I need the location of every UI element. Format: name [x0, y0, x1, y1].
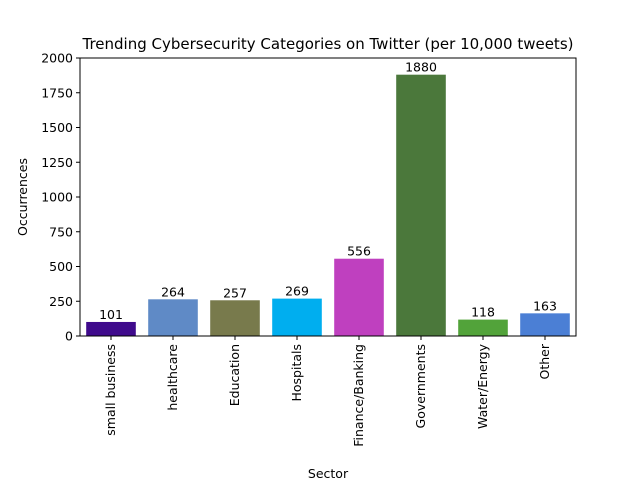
bar — [272, 298, 322, 336]
bar-value-label: 101 — [99, 307, 123, 322]
y-tick-label: 500 — [49, 259, 73, 274]
y-tick-label: 1000 — [41, 190, 73, 205]
x-tick-label: Hospitals — [289, 344, 304, 402]
x-axis-label: Sector — [308, 466, 349, 480]
x-tick-label: Other — [537, 343, 552, 379]
y-tick-label: 1500 — [41, 120, 73, 135]
x-tick-label: healthcare — [165, 344, 180, 411]
x-tick-label: Finance/Banking — [351, 344, 366, 447]
bar — [334, 258, 384, 336]
bar-value-label: 1880 — [405, 60, 437, 75]
x-tick-label: small business — [103, 344, 118, 436]
bar — [86, 321, 136, 336]
y-tick-label: 750 — [49, 224, 73, 239]
bar-value-label: 118 — [471, 305, 495, 320]
y-axis: 0 250 500 750 1000 1250 1500 1750 2000 — [41, 51, 80, 344]
bar — [520, 313, 570, 336]
bar — [396, 74, 446, 337]
x-axis: small business healthcare Education Hospita… — [103, 336, 552, 447]
y-axis-label: Occurrences — [15, 158, 30, 236]
bar-value-label: 264 — [161, 284, 185, 299]
x-tick-label: Education — [227, 344, 242, 406]
bar — [210, 300, 260, 336]
y-tick-label: 0 — [65, 329, 73, 344]
chart-title: Trending Cybersecurity Categories on Twi… — [81, 35, 573, 53]
y-tick-label: 1750 — [41, 85, 73, 100]
bar-value-label: 556 — [347, 244, 371, 259]
bar-value-label: 269 — [285, 284, 309, 299]
y-tick-label: 250 — [49, 294, 73, 309]
bar-value-label: 257 — [223, 285, 247, 300]
y-tick-label: 1250 — [41, 155, 73, 170]
x-tick-label: Water/Energy — [475, 343, 490, 429]
x-tick-label: Governments — [413, 344, 428, 428]
plot-frame — [79, 57, 577, 337]
bar — [458, 319, 508, 336]
bar-value-label: 163 — [533, 298, 557, 313]
bars: 101 264 257 269 556 1880 118 163 — [86, 60, 570, 337]
bar — [148, 299, 198, 336]
y-tick-label: 2000 — [41, 51, 73, 66]
